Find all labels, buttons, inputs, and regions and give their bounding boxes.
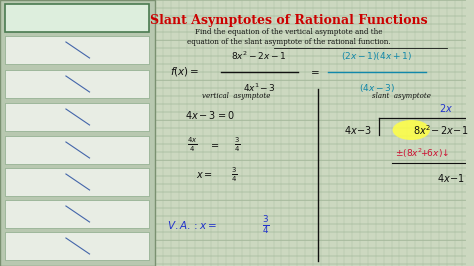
Text: $\frac{3}{4}$: $\frac{3}{4}$: [234, 136, 240, 154]
Bar: [5, 70, 148, 98]
Bar: [5, 36, 148, 64]
Bar: [5, 168, 148, 196]
Text: $4x-3=0$: $4x-3=0$: [185, 109, 234, 121]
Text: $8x^2 - 2x - 1$: $8x^2 - 2x - 1$: [231, 49, 287, 62]
Text: $V.A. : x =$: $V.A. : x =$: [167, 219, 218, 231]
Text: $\pm(8x^2\!\!+\!\!6x)\!\downarrow$: $\pm(8x^2\!\!+\!\!6x)\!\downarrow$: [394, 146, 449, 160]
Text: $\frac{3}{4}$: $\frac{3}{4}$: [262, 214, 269, 236]
Bar: [5, 200, 148, 228]
Text: $(4x-3)$: $(4x-3)$: [359, 82, 395, 94]
Text: Slant Asymptotes of Rational Functions: Slant Asymptotes of Rational Functions: [150, 14, 428, 27]
Bar: [5, 136, 148, 164]
Text: $4x^1\!-3$: $4x^1\!-3$: [243, 82, 275, 94]
Text: $f(x) =$: $f(x) =$: [170, 65, 200, 78]
Text: $(2x-1)(4x+1)$: $(2x-1)(4x+1)$: [341, 50, 412, 62]
Text: $=$: $=$: [209, 140, 220, 149]
Text: $4x\!-\!1$: $4x\!-\!1$: [437, 172, 465, 184]
Text: slant  asymptote: slant asymptote: [372, 92, 431, 100]
Bar: [0, 0, 155, 266]
Text: $=$: $=$: [308, 68, 319, 77]
Text: $8x^2\!-2x\!-\!1$: $8x^2\!-2x\!-\!1$: [413, 123, 469, 137]
Text: $4x\!-\!3$: $4x\!-\!3$: [344, 124, 372, 136]
Text: $2x$: $2x$: [439, 102, 453, 114]
Bar: [5, 232, 148, 260]
Text: vertical  asymptote: vertical asymptote: [202, 92, 270, 100]
Bar: [5, 4, 148, 32]
Text: $\frac{4x}{4}$: $\frac{4x}{4}$: [187, 136, 197, 154]
Text: $\frac{3}{4}$: $\frac{3}{4}$: [231, 166, 237, 184]
Text: Find the equation of the vertical asymptote and the: Find the equation of the vertical asympt…: [195, 28, 383, 36]
Ellipse shape: [392, 120, 430, 140]
Bar: [5, 103, 148, 131]
Text: $x =$: $x =$: [196, 170, 213, 180]
Text: equation of the slant asymptote of the rational function.: equation of the slant asymptote of the r…: [187, 38, 391, 46]
